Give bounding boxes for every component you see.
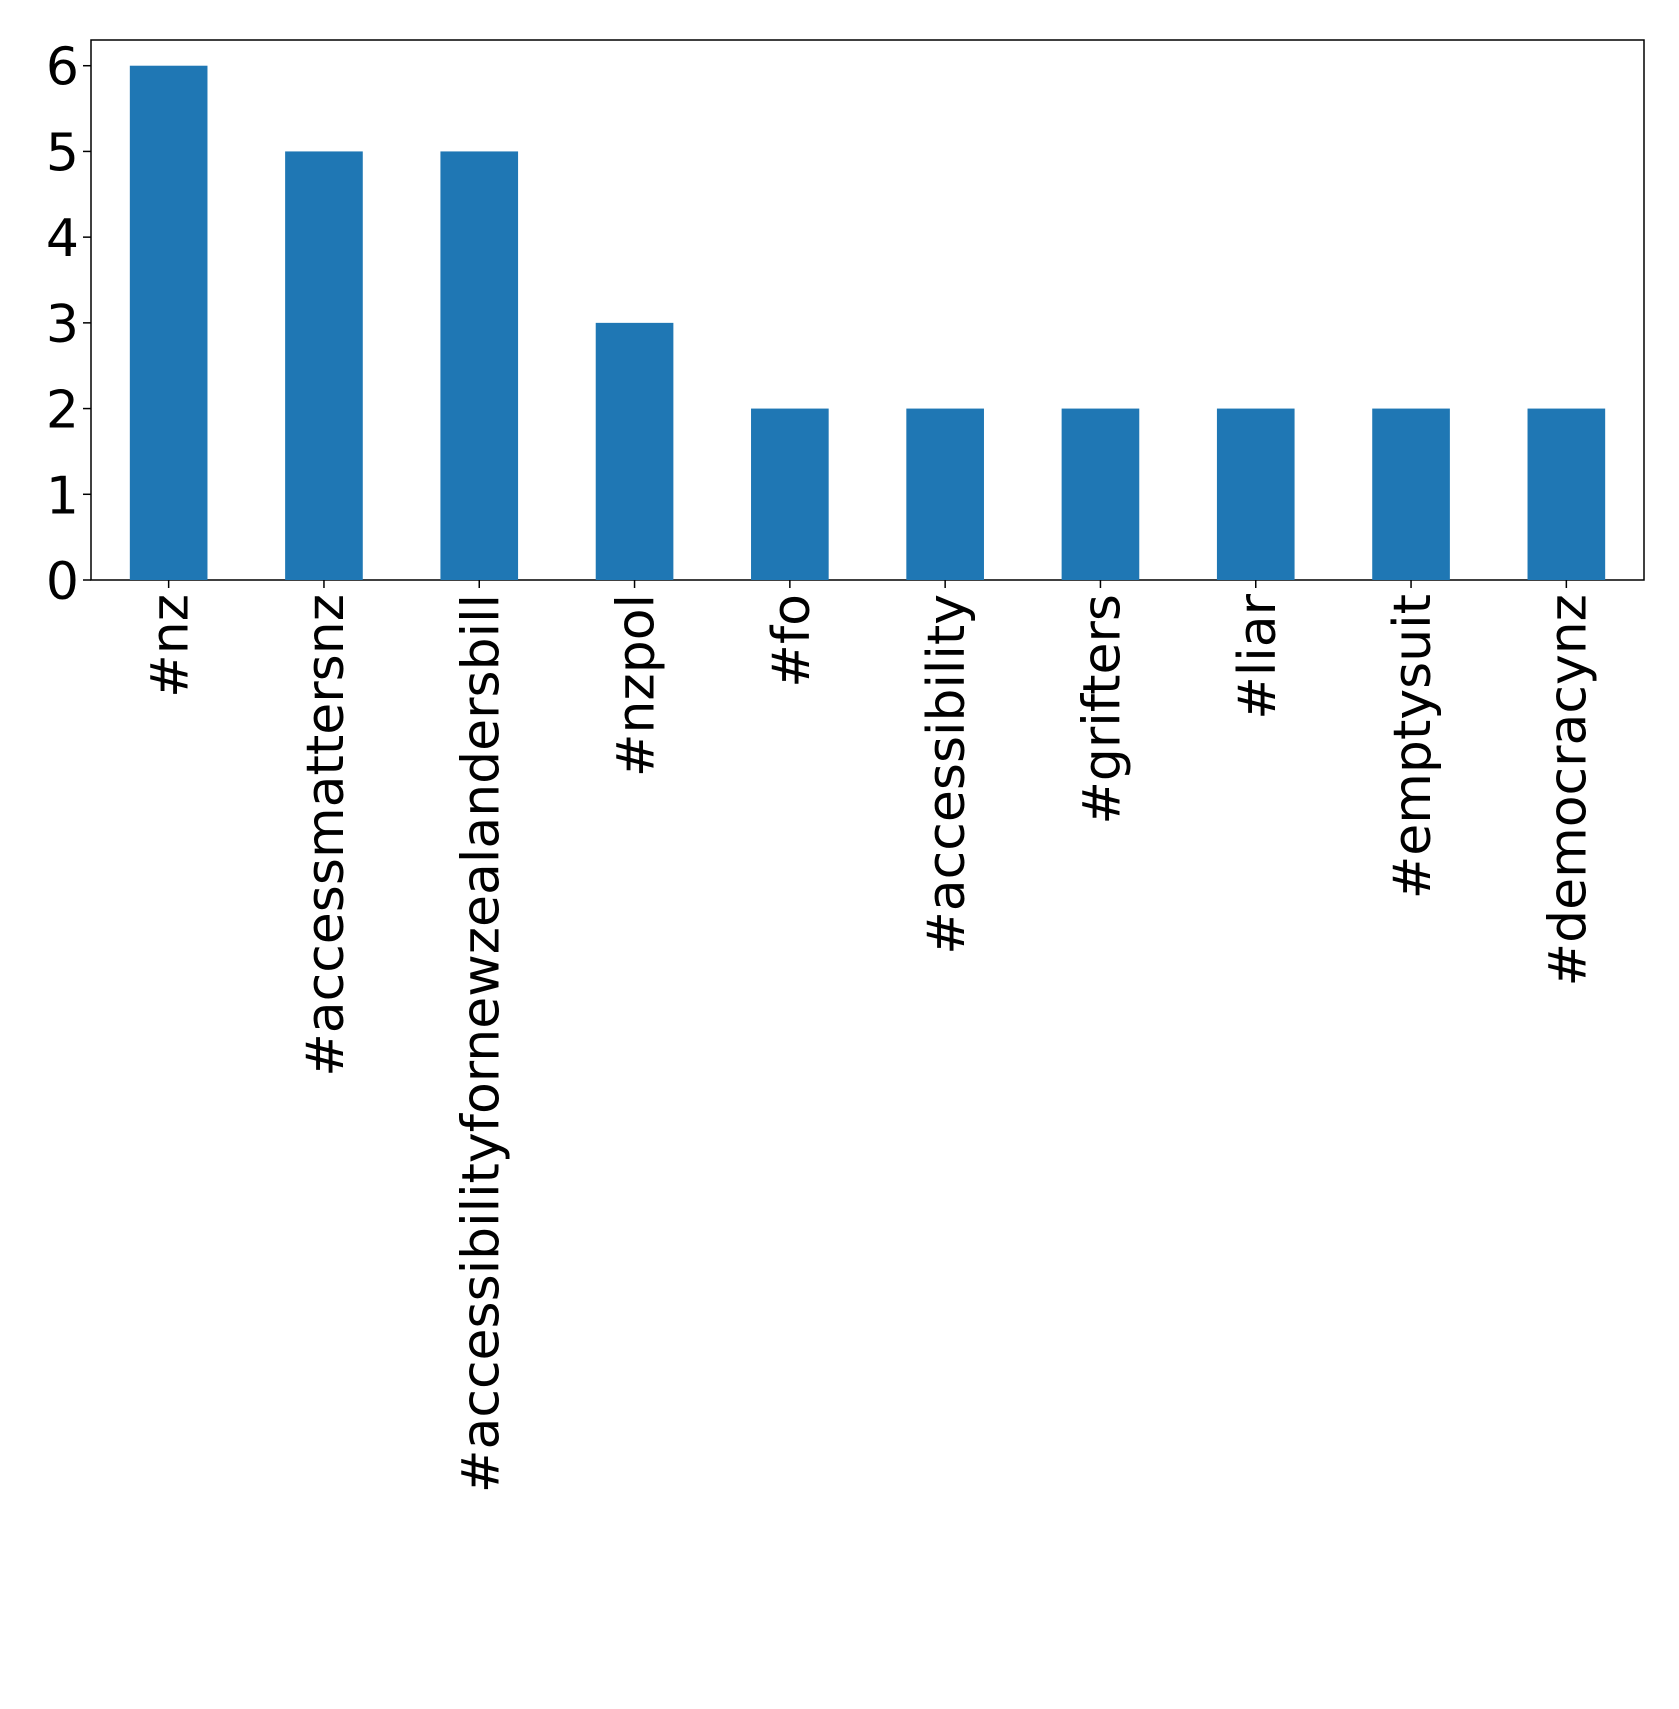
- bar: [1372, 408, 1450, 580]
- bar: [1527, 408, 1606, 580]
- y-tick-label: 1: [46, 466, 79, 526]
- x-tick-label: #liar: [1228, 593, 1288, 719]
- bar: [906, 408, 984, 580]
- bar: [751, 408, 829, 580]
- bar: [1061, 408, 1140, 580]
- x-tick-label: #accessmattersnz: [296, 594, 356, 1077]
- x-tick-label: #accessibility: [917, 594, 977, 955]
- bar: [595, 322, 674, 580]
- y-tick-label: 2: [46, 381, 79, 441]
- x-tick-label: #emptysuit: [1383, 594, 1443, 899]
- x-tick-label: #nz: [141, 594, 201, 698]
- y-tick-label: 6: [46, 38, 79, 98]
- x-tick-label: #accessibilityfornewzealandersbill: [451, 594, 511, 1493]
- bar: [440, 151, 519, 580]
- x-tick-label: #grifters: [1072, 594, 1132, 825]
- y-tick-label: 5: [46, 123, 79, 183]
- x-tick-label: #fo: [762, 594, 822, 688]
- y-tick-label: 0: [46, 552, 79, 612]
- bar: [1216, 408, 1295, 580]
- y-tick-label: 4: [46, 209, 79, 269]
- bar: [129, 65, 208, 580]
- x-tick-label: #democracynz: [1538, 594, 1598, 987]
- y-tick-label: 3: [46, 295, 79, 355]
- bar: [285, 151, 363, 580]
- plot-frame: [90, 39, 1645, 581]
- x-tick-label: #nzpol: [607, 594, 667, 777]
